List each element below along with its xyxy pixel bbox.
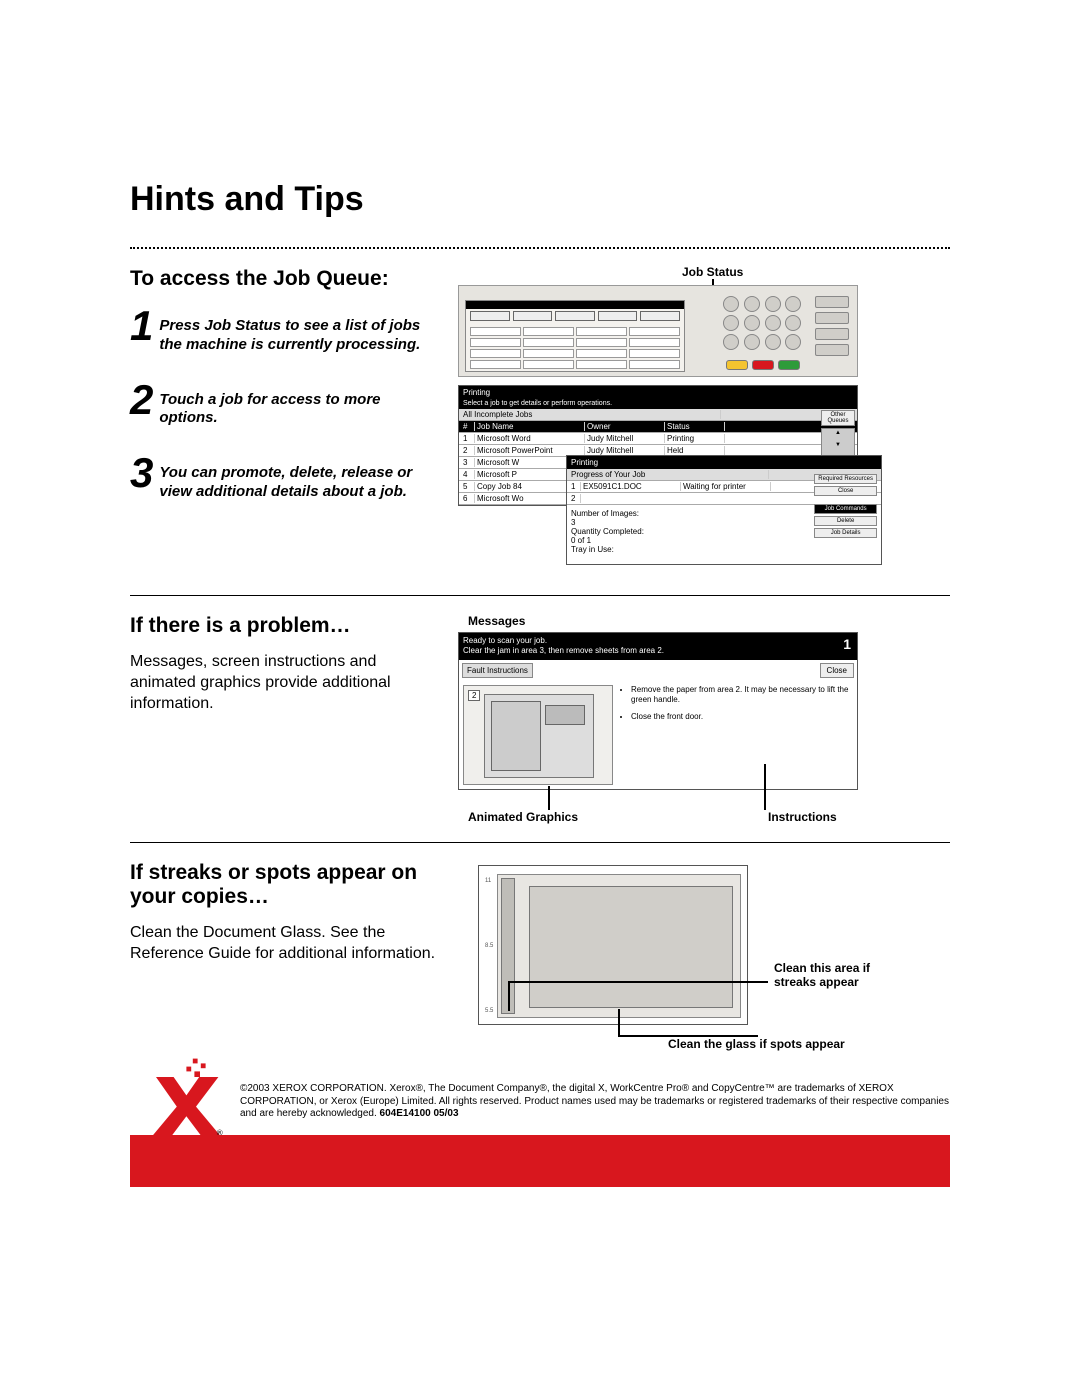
fault-area-num: 2 <box>468 690 480 701</box>
col: Status <box>665 422 725 431</box>
joblist-subtitle: Select a job to get details or perform o… <box>459 398 857 409</box>
col: # <box>461 422 475 431</box>
action-buttons <box>723 360 803 370</box>
section3-heading: If streaks or spots appear on your copie… <box>130 861 460 909</box>
prog-btn: Close <box>814 486 877 496</box>
section3-body: Clean the Document Glass. See the Refere… <box>130 923 460 965</box>
section1-heading: To access the Job Queue: <box>130 267 440 291</box>
step-text: Touch a job for access to more options. <box>159 391 440 429</box>
step-text: You can promote, delete, release or view… <box>159 464 440 502</box>
leader-line <box>618 1009 620 1035</box>
section2-body: Messages, screen instructions and animat… <box>130 652 440 714</box>
label-glass: Clean the glass if spots appear <box>668 1037 845 1051</box>
section-problem: If there is a problem… Messages, screen … <box>130 614 950 824</box>
prog-btn: Delete <box>814 516 877 526</box>
section3-left: If streaks or spots appear on your copie… <box>130 861 460 1051</box>
label-strip: Clean this area if streaks appear <box>774 961 914 989</box>
label-messages: Messages <box>468 614 525 628</box>
page: Hints and Tips To access the Job Queue: … <box>0 0 1080 1051</box>
divider <box>130 595 950 596</box>
side-button: Other Queues <box>821 410 855 426</box>
leader-line <box>508 981 768 983</box>
joblist-group: All Incomplete Jobs <box>461 410 721 419</box>
section2-left: If there is a problem… Messages, screen … <box>130 614 440 824</box>
fault-window: Ready to scan your job. Clear the jam in… <box>458 632 858 790</box>
fault-num: 1 <box>843 635 851 653</box>
fault-bullet: Remove the paper from area 2. It may be … <box>631 685 853 706</box>
label-instr: Instructions <box>768 810 837 824</box>
section-streaks: If streaks or spots appear on your copie… <box>130 861 950 1051</box>
section2-right: Messages Ready to scan your job. Clear t… <box>458 614 950 824</box>
footer: ® ©2003 XEROX CORPORATION. Xerox®, The D… <box>0 1077 1080 1187</box>
section3-right: 118.55.5 Clean this area if streaks appe… <box>478 861 950 1051</box>
section1-right: Job Status <box>458 267 950 577</box>
step-3: 3 You can promote, delete, release or vi… <box>130 452 440 502</box>
step-2: 2 Touch a job for access to more options… <box>130 379 440 429</box>
prog-job: EX5091C1.DOC <box>581 482 681 491</box>
prog-line: Tray in Use: <box>571 545 877 554</box>
prog-btn: Required Resources <box>814 474 877 484</box>
legal-body: ©2003 XEROX CORPORATION. Xerox®, The Doc… <box>240 1083 949 1119</box>
label-job-status: Job Status <box>682 265 743 279</box>
fault-line2: Clear the jam in area 3, then remove she… <box>463 646 664 655</box>
document-glass: 118.55.5 <box>478 865 748 1025</box>
divider-dotted <box>130 247 950 249</box>
step-number: 2 <box>130 383 153 417</box>
red-bar <box>130 1135 950 1187</box>
label-anim: Animated Graphics <box>468 810 578 824</box>
prog-title: Progress of Your Job <box>569 470 769 479</box>
step-number: 1 <box>130 309 153 343</box>
section-job-queue: To access the Job Queue: 1 Press Job Sta… <box>130 267 950 577</box>
leader-line <box>548 786 550 810</box>
leader-line <box>508 981 510 1011</box>
fault-header: Ready to scan your job. Clear the jam in… <box>459 633 857 660</box>
glass-plate <box>529 886 733 1008</box>
col: Job Name <box>475 422 585 431</box>
xerox-logo-icon: ® <box>148 1057 228 1137</box>
keypad <box>723 296 803 350</box>
joblist-side: Other Queues ▲▼ <box>821 410 855 458</box>
divider <box>130 842 950 843</box>
legal-code: 604E14100 05/03 <box>380 1108 459 1119</box>
step-text: Press Job Status to see a list of jobs t… <box>159 317 440 355</box>
prog-btn: Job Details <box>814 528 877 538</box>
joblist-title: Printing <box>459 386 857 398</box>
col: Owner <box>585 422 665 431</box>
prog-status: Waiting for printer <box>681 482 771 491</box>
fault-graphic: 2 <box>463 685 613 785</box>
scroll: ▲▼ <box>821 428 855 458</box>
leader-line <box>764 764 766 810</box>
legal-text: ©2003 XEROX CORPORATION. Xerox®, The Doc… <box>240 1083 950 1121</box>
fault-line1: Ready to scan your job. <box>463 636 547 645</box>
prog-btn: Job Commands <box>814 504 877 514</box>
lcd <box>465 300 685 372</box>
fault-tab: Fault Instructions <box>462 663 533 678</box>
side-buttons <box>815 296 849 356</box>
progress-window: Printing Progress of Your Job 1 EX5091C1… <box>566 455 882 565</box>
page-title: Hints and Tips <box>130 180 950 219</box>
section1-left: To access the Job Queue: 1 Press Job Sta… <box>130 267 440 577</box>
fault-close: Close <box>820 663 854 678</box>
step-number: 3 <box>130 456 153 490</box>
fault-bullet: Close the front door. <box>631 712 853 722</box>
prog-bar: Printing <box>567 456 881 469</box>
control-panel <box>458 285 858 377</box>
step-1: 1 Press Job Status to see a list of jobs… <box>130 305 440 355</box>
section2-heading: If there is a problem… <box>130 614 440 638</box>
fault-instructions: Remove the paper from area 2. It may be … <box>619 685 853 785</box>
